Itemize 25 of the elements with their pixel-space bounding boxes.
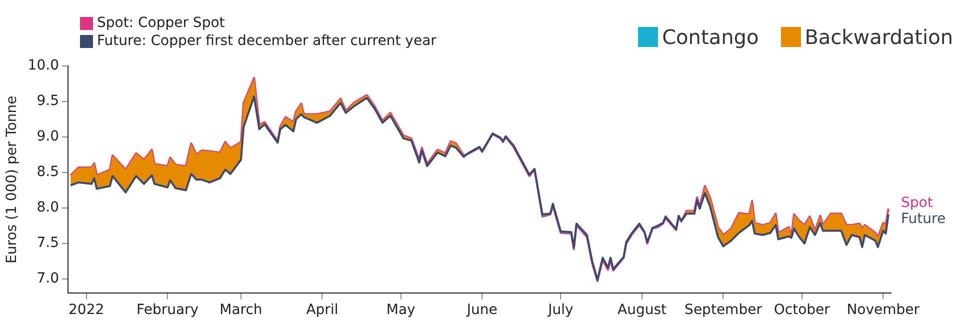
x-tick-label: August (617, 302, 667, 318)
text: Spot (901, 195, 934, 212)
legend-label: Spot: Copper Spot (97, 15, 225, 31)
x-tick-label: 2022 (68, 302, 104, 318)
legend-label: Contango (662, 25, 759, 49)
y-tick-label: 8.0 (36, 200, 59, 216)
y-tick-label: 9.5 (36, 93, 59, 110)
x-tick-label: July (547, 302, 574, 318)
x-tick-label: June (466, 302, 498, 318)
text: Future (901, 211, 946, 228)
y-tick-label: 7.0 (36, 270, 59, 287)
x-tick-label: April (306, 302, 338, 318)
y-tick-label: 8.5 (36, 164, 59, 180)
x-tick-label: September (684, 302, 762, 318)
y-tick-label: 10.0 (28, 58, 59, 74)
x-tick-label: February (136, 302, 199, 318)
legend-label: Backwardation (804, 25, 953, 49)
legend-label: Future: Copper first december after current year (97, 33, 436, 49)
y-tick-label: 7.5 (36, 235, 59, 252)
y-axis-title: Euros (1 000) per Tonne (4, 96, 20, 264)
x-tick-label: November (846, 302, 920, 318)
y-tick-label: 9.0 (36, 128, 59, 145)
x-tick-label: May (386, 302, 416, 318)
x-tick-label: March (220, 302, 262, 318)
x-tick-label: October (774, 302, 830, 318)
